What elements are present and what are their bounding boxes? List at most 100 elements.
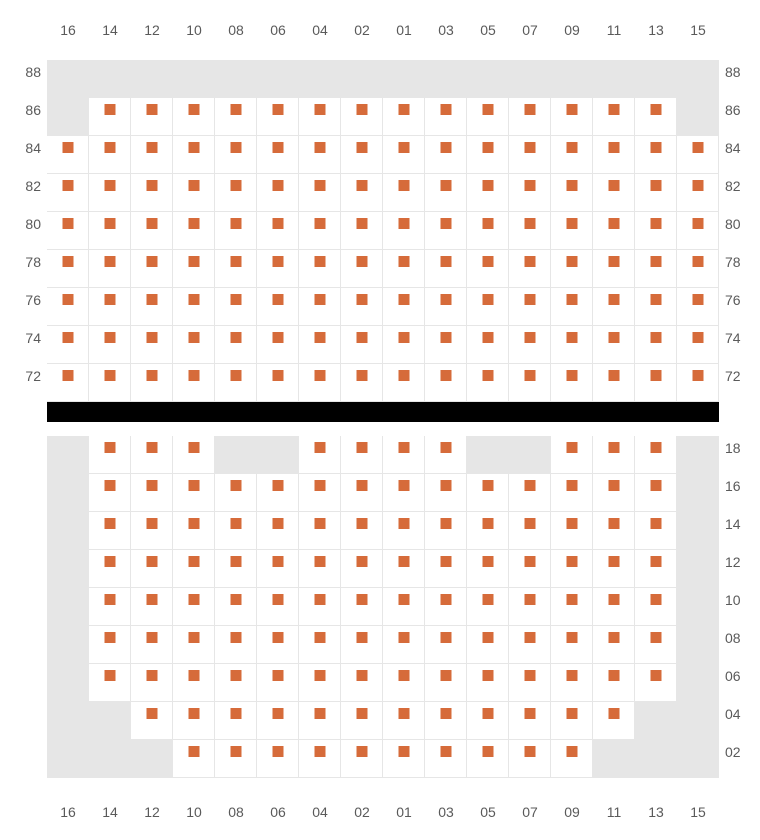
seat-84-16[interactable] (47, 136, 89, 174)
seat-74-14[interactable] (89, 326, 131, 364)
seat-82-09[interactable] (551, 174, 593, 212)
seat-78-03[interactable] (425, 250, 467, 288)
seat-80-03[interactable] (425, 212, 467, 250)
seat-06-11[interactable] (593, 664, 635, 702)
seat-82-12[interactable] (131, 174, 173, 212)
seat-04-05[interactable] (467, 702, 509, 740)
seat-04-02[interactable] (341, 702, 383, 740)
seat-08-14[interactable] (89, 626, 131, 664)
seat-86-01[interactable] (383, 98, 425, 136)
seat-86-03[interactable] (425, 98, 467, 136)
seat-82-03[interactable] (425, 174, 467, 212)
seat-04-12[interactable] (131, 702, 173, 740)
seat-12-06[interactable] (257, 550, 299, 588)
seat-08-12[interactable] (131, 626, 173, 664)
seat-72-04[interactable] (299, 364, 341, 402)
seat-82-06[interactable] (257, 174, 299, 212)
seat-12-14[interactable] (89, 550, 131, 588)
seat-74-16[interactable] (47, 326, 89, 364)
seat-80-11[interactable] (593, 212, 635, 250)
seat-74-15[interactable] (677, 326, 719, 364)
seat-86-08[interactable] (215, 98, 257, 136)
seat-16-01[interactable] (383, 474, 425, 512)
seat-74-05[interactable] (467, 326, 509, 364)
seat-78-10[interactable] (173, 250, 215, 288)
seat-74-11[interactable] (593, 326, 635, 364)
seat-82-08[interactable] (215, 174, 257, 212)
seat-78-13[interactable] (635, 250, 677, 288)
seat-74-09[interactable] (551, 326, 593, 364)
seat-08-10[interactable] (173, 626, 215, 664)
seat-04-09[interactable] (551, 702, 593, 740)
seat-78-16[interactable] (47, 250, 89, 288)
seat-80-14[interactable] (89, 212, 131, 250)
seat-86-12[interactable] (131, 98, 173, 136)
seat-72-16[interactable] (47, 364, 89, 402)
seat-12-04[interactable] (299, 550, 341, 588)
seat-14-01[interactable] (383, 512, 425, 550)
seat-80-15[interactable] (677, 212, 719, 250)
seat-72-02[interactable] (341, 364, 383, 402)
seat-82-04[interactable] (299, 174, 341, 212)
seat-08-01[interactable] (383, 626, 425, 664)
seat-74-10[interactable] (173, 326, 215, 364)
seat-08-11[interactable] (593, 626, 635, 664)
seat-14-13[interactable] (635, 512, 677, 550)
seat-84-12[interactable] (131, 136, 173, 174)
seat-18-10[interactable] (173, 436, 215, 474)
seat-80-12[interactable] (131, 212, 173, 250)
seat-78-12[interactable] (131, 250, 173, 288)
seat-76-10[interactable] (173, 288, 215, 326)
seat-72-07[interactable] (509, 364, 551, 402)
seat-12-10[interactable] (173, 550, 215, 588)
seat-78-08[interactable] (215, 250, 257, 288)
seat-18-01[interactable] (383, 436, 425, 474)
seat-10-10[interactable] (173, 588, 215, 626)
seat-14-12[interactable] (131, 512, 173, 550)
seat-80-04[interactable] (299, 212, 341, 250)
seat-74-13[interactable] (635, 326, 677, 364)
seat-16-08[interactable] (215, 474, 257, 512)
seat-76-14[interactable] (89, 288, 131, 326)
seat-18-14[interactable] (89, 436, 131, 474)
seat-06-04[interactable] (299, 664, 341, 702)
seat-72-15[interactable] (677, 364, 719, 402)
seat-12-09[interactable] (551, 550, 593, 588)
seat-12-11[interactable] (593, 550, 635, 588)
seat-86-06[interactable] (257, 98, 299, 136)
seat-16-13[interactable] (635, 474, 677, 512)
seat-16-10[interactable] (173, 474, 215, 512)
seat-84-11[interactable] (593, 136, 635, 174)
seat-78-15[interactable] (677, 250, 719, 288)
seat-86-10[interactable] (173, 98, 215, 136)
seat-10-12[interactable] (131, 588, 173, 626)
seat-04-10[interactable] (173, 702, 215, 740)
seat-16-03[interactable] (425, 474, 467, 512)
seat-76-02[interactable] (341, 288, 383, 326)
seat-84-08[interactable] (215, 136, 257, 174)
seat-78-02[interactable] (341, 250, 383, 288)
seat-02-01[interactable] (383, 740, 425, 778)
seat-06-13[interactable] (635, 664, 677, 702)
seat-76-04[interactable] (299, 288, 341, 326)
seat-80-06[interactable] (257, 212, 299, 250)
seat-02-08[interactable] (215, 740, 257, 778)
seat-86-02[interactable] (341, 98, 383, 136)
seat-14-07[interactable] (509, 512, 551, 550)
seat-02-03[interactable] (425, 740, 467, 778)
seat-02-10[interactable] (173, 740, 215, 778)
seat-80-01[interactable] (383, 212, 425, 250)
seat-84-13[interactable] (635, 136, 677, 174)
seat-12-02[interactable] (341, 550, 383, 588)
seat-16-04[interactable] (299, 474, 341, 512)
seat-06-10[interactable] (173, 664, 215, 702)
seat-16-07[interactable] (509, 474, 551, 512)
seat-10-08[interactable] (215, 588, 257, 626)
seat-84-15[interactable] (677, 136, 719, 174)
seat-72-08[interactable] (215, 364, 257, 402)
seat-14-05[interactable] (467, 512, 509, 550)
seat-74-03[interactable] (425, 326, 467, 364)
seat-76-03[interactable] (425, 288, 467, 326)
seat-10-13[interactable] (635, 588, 677, 626)
seat-04-08[interactable] (215, 702, 257, 740)
